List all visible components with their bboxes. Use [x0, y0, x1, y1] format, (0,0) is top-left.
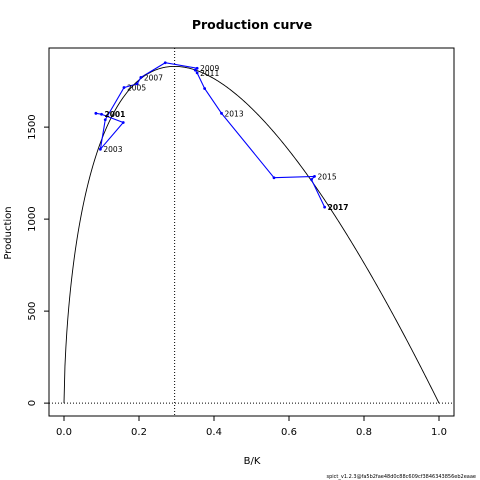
x-tick-label: 0.8 — [356, 427, 372, 438]
y-tick-label: 1000 — [27, 206, 38, 231]
x-axis-label: B/K — [244, 456, 261, 467]
observed-point-2017 — [323, 205, 327, 209]
x-axis: 0.0 0.2 0.4 0.6 0.8 1.0 — [56, 416, 447, 438]
observed-point-2007 — [139, 76, 143, 79]
theoretical-production-curve — [63, 65, 440, 404]
year-label-2015: 2015 — [318, 172, 337, 181]
observed-point-2005 — [122, 86, 126, 89]
x-tick-label: 0.0 — [56, 427, 72, 438]
y-axis: 0 500 1000 1500 — [27, 114, 49, 406]
x-tick-label: 1.0 — [431, 427, 447, 438]
reference-lines — [49, 48, 454, 416]
x-tick-label: 0.6 — [281, 427, 297, 438]
y-tick-label: 1500 — [27, 114, 38, 139]
year-label-2007: 2007 — [144, 73, 163, 82]
x-tick-label: 0.2 — [131, 427, 147, 438]
observed-point-2011 — [195, 71, 199, 75]
observed-point-2013 — [220, 111, 223, 115]
y-tick-label: 0 — [27, 400, 38, 406]
observed-point-2006 — [135, 82, 139, 86]
observed-point-2001 — [100, 112, 103, 116]
observed-point-2016 — [310, 178, 313, 181]
plot-frame — [48, 47, 455, 417]
theoretical-curve-layer — [63, 65, 440, 404]
observed-point-2004 — [103, 118, 107, 122]
year-label-2005: 2005 — [127, 84, 146, 93]
observed-point-2009 — [195, 66, 199, 70]
x-tick-label: 0.4 — [206, 427, 222, 438]
observed-production-line — [95, 62, 326, 208]
observed-point-2015 — [313, 175, 316, 178]
y-tick-label: 500 — [27, 302, 38, 321]
year-label-2013: 2013 — [225, 109, 244, 118]
observed-point-2002 — [121, 121, 125, 124]
observed-point-2000 — [94, 111, 98, 115]
year-label-2001: 2001 — [105, 110, 126, 119]
footer-note: spict_v1.2.3@fa5b2fae48d0c88c609cf384634… — [327, 474, 476, 480]
chart-title: Production curve — [192, 17, 312, 32]
y-axis-label: Production — [3, 206, 14, 259]
observed-point-2010 — [193, 68, 197, 72]
year-label-2017: 2017 — [328, 203, 349, 212]
series-layer — [94, 61, 327, 209]
year-label-2009: 2009 — [200, 64, 219, 73]
year-label-2011: 2011 — [200, 69, 219, 78]
year-label-2003: 2003 — [103, 145, 122, 154]
observed-point-2012 — [203, 87, 207, 90]
observed-point-2003 — [98, 147, 102, 151]
observed-point-2014 — [272, 176, 276, 180]
observed-point-2008 — [163, 61, 167, 65]
